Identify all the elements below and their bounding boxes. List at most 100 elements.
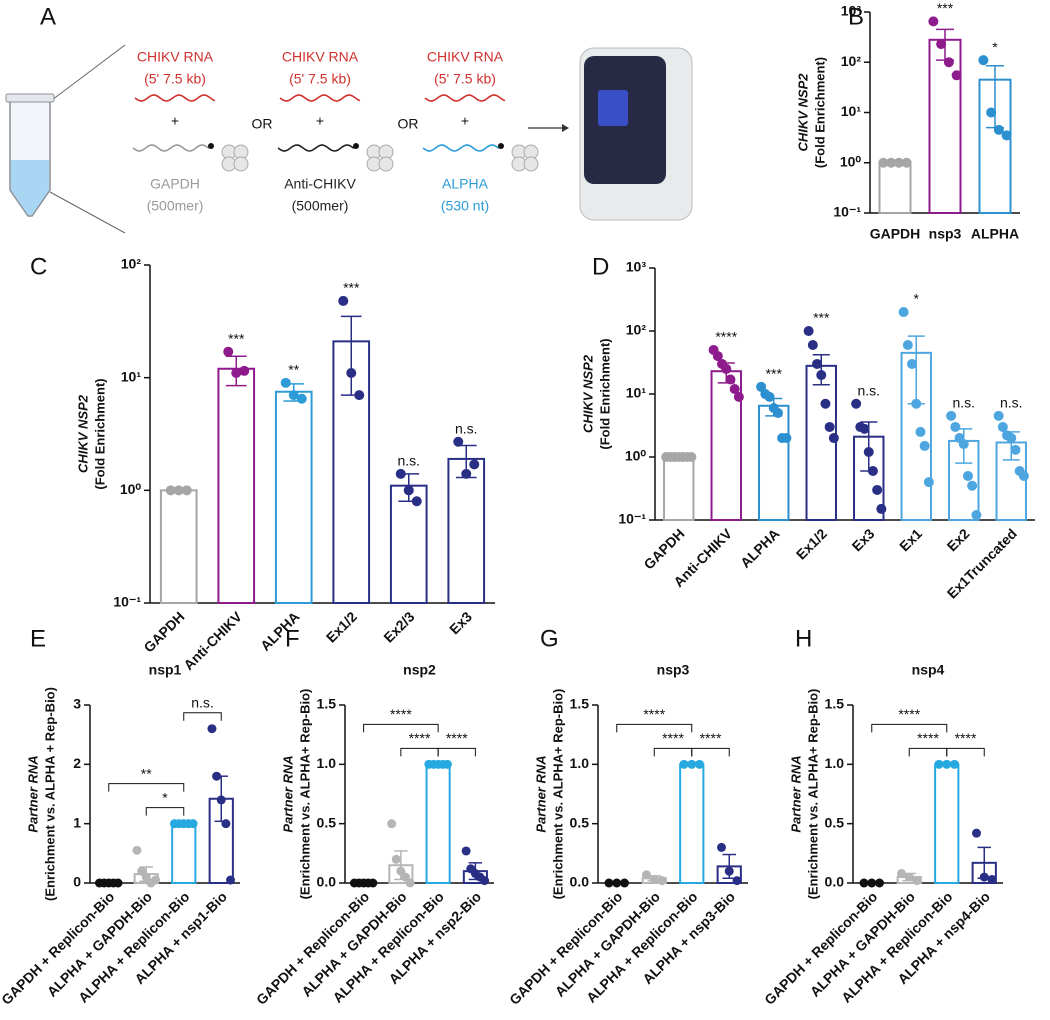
data-point — [280, 377, 291, 388]
data-point — [480, 876, 490, 886]
y-tick-label: 1.5 — [825, 696, 845, 712]
y-tick-label: 2 — [73, 755, 81, 771]
bar — [928, 38, 962, 215]
y-tick-label: 10¹ — [121, 368, 142, 384]
significance-label: * — [162, 789, 168, 805]
data-point — [733, 391, 744, 402]
y-axis-label: Partner RNA — [280, 755, 295, 832]
x-tick-label: ALPHA — [971, 226, 1019, 242]
x-tick-label: Ex1 — [896, 525, 925, 554]
data-point — [972, 828, 981, 838]
data-point — [902, 339, 913, 350]
probe-label: ALPHA — [442, 176, 489, 192]
error-bar — [812, 353, 830, 386]
data-point — [151, 875, 161, 885]
y-tick-label: 0.5 — [825, 814, 845, 830]
target-label: CHIKV RNA — [282, 49, 359, 65]
probe-strand — [277, 144, 355, 152]
error-bar — [722, 853, 736, 880]
biotin — [353, 143, 359, 149]
bar — [217, 367, 256, 604]
error-bar — [977, 846, 991, 880]
data-point — [934, 759, 944, 769]
panel-label: F — [285, 625, 300, 652]
bead — [523, 156, 539, 172]
plus-sign: + — [171, 113, 179, 129]
probe-size: (500mer) — [147, 198, 204, 214]
y-tick-label: 0.0 — [317, 874, 337, 890]
data-point — [469, 459, 480, 470]
error-bar — [902, 872, 916, 882]
significance-bracket — [437, 747, 476, 757]
bar — [679, 763, 705, 884]
y-axis-label: (Enrichment vs. ALPHA+ Rep-Bio) — [805, 689, 820, 900]
data-point — [239, 365, 250, 376]
data-point — [898, 307, 909, 318]
data-point — [907, 358, 918, 369]
probe-size: (500mer) — [292, 198, 349, 214]
significance-label: ** — [288, 362, 299, 378]
error-bar — [955, 428, 973, 464]
error-bar — [1002, 431, 1020, 461]
data-point — [338, 295, 349, 306]
error-bar — [394, 850, 408, 881]
data-point — [912, 876, 922, 886]
panel-label: E — [30, 625, 46, 652]
panel-label: B — [848, 3, 864, 30]
bar — [425, 763, 451, 884]
y-tick-label: 10⁰ — [120, 481, 142, 497]
arrow-head — [562, 124, 569, 132]
data-point — [781, 433, 792, 444]
data-point — [859, 423, 870, 434]
x-tick-label: Ex3 — [849, 525, 878, 554]
y-tick-label: 10¹ — [841, 103, 862, 119]
x-tick-label: Ex3 — [446, 608, 475, 637]
significance-bracket — [871, 723, 948, 733]
data-point — [936, 39, 947, 50]
data-point — [453, 436, 464, 447]
y-axis-label: (Fold Enrichment) — [812, 57, 827, 168]
bar — [805, 364, 837, 521]
data-point — [132, 845, 142, 855]
y-tick-label: 1.0 — [570, 755, 590, 771]
error-bar — [936, 28, 954, 61]
significance-label: n.s. — [397, 453, 420, 469]
significance-label: **** — [409, 730, 431, 746]
y-tick-label: 10² — [841, 53, 862, 69]
biotin — [498, 143, 504, 149]
data-point — [876, 503, 887, 514]
data-point — [807, 339, 818, 350]
data-point — [950, 759, 959, 769]
tube-liquid — [11, 160, 49, 215]
data-point — [712, 351, 723, 362]
data-point — [946, 410, 957, 421]
bar — [274, 390, 313, 604]
y-tick-label: 10⁻¹ — [618, 511, 646, 527]
y-tick-label: 10³ — [626, 259, 647, 275]
error-bar — [860, 421, 878, 472]
x-tick-label: Anti-CHIKV — [180, 608, 245, 673]
x-tick-label: Ex2/3 — [380, 608, 417, 645]
chart-title: nsp3 — [657, 662, 690, 678]
data-point — [875, 878, 884, 888]
data-point — [657, 876, 667, 886]
x-tick-label: ALPHA — [737, 525, 782, 570]
data-point — [828, 433, 839, 444]
y-tick-label: 10⁻¹ — [113, 594, 141, 610]
significance-label: * — [992, 39, 998, 55]
data-point — [997, 421, 1008, 432]
bar — [159, 489, 198, 605]
y-tick-label: 1.5 — [317, 696, 337, 712]
x-tick-label: Ex1/2 — [793, 525, 830, 562]
significance-label: n.s. — [952, 395, 975, 411]
error-bar — [647, 875, 661, 882]
data-point — [729, 384, 740, 395]
significance-label: *** — [813, 310, 830, 326]
data-point — [387, 819, 397, 829]
significance-label: n.s. — [191, 694, 214, 710]
significance-label: n.s. — [455, 420, 478, 436]
data-point — [296, 393, 307, 404]
target-label: CHIKV RNA — [427, 49, 504, 65]
error-bar — [225, 355, 247, 387]
separator: OR — [252, 116, 273, 132]
